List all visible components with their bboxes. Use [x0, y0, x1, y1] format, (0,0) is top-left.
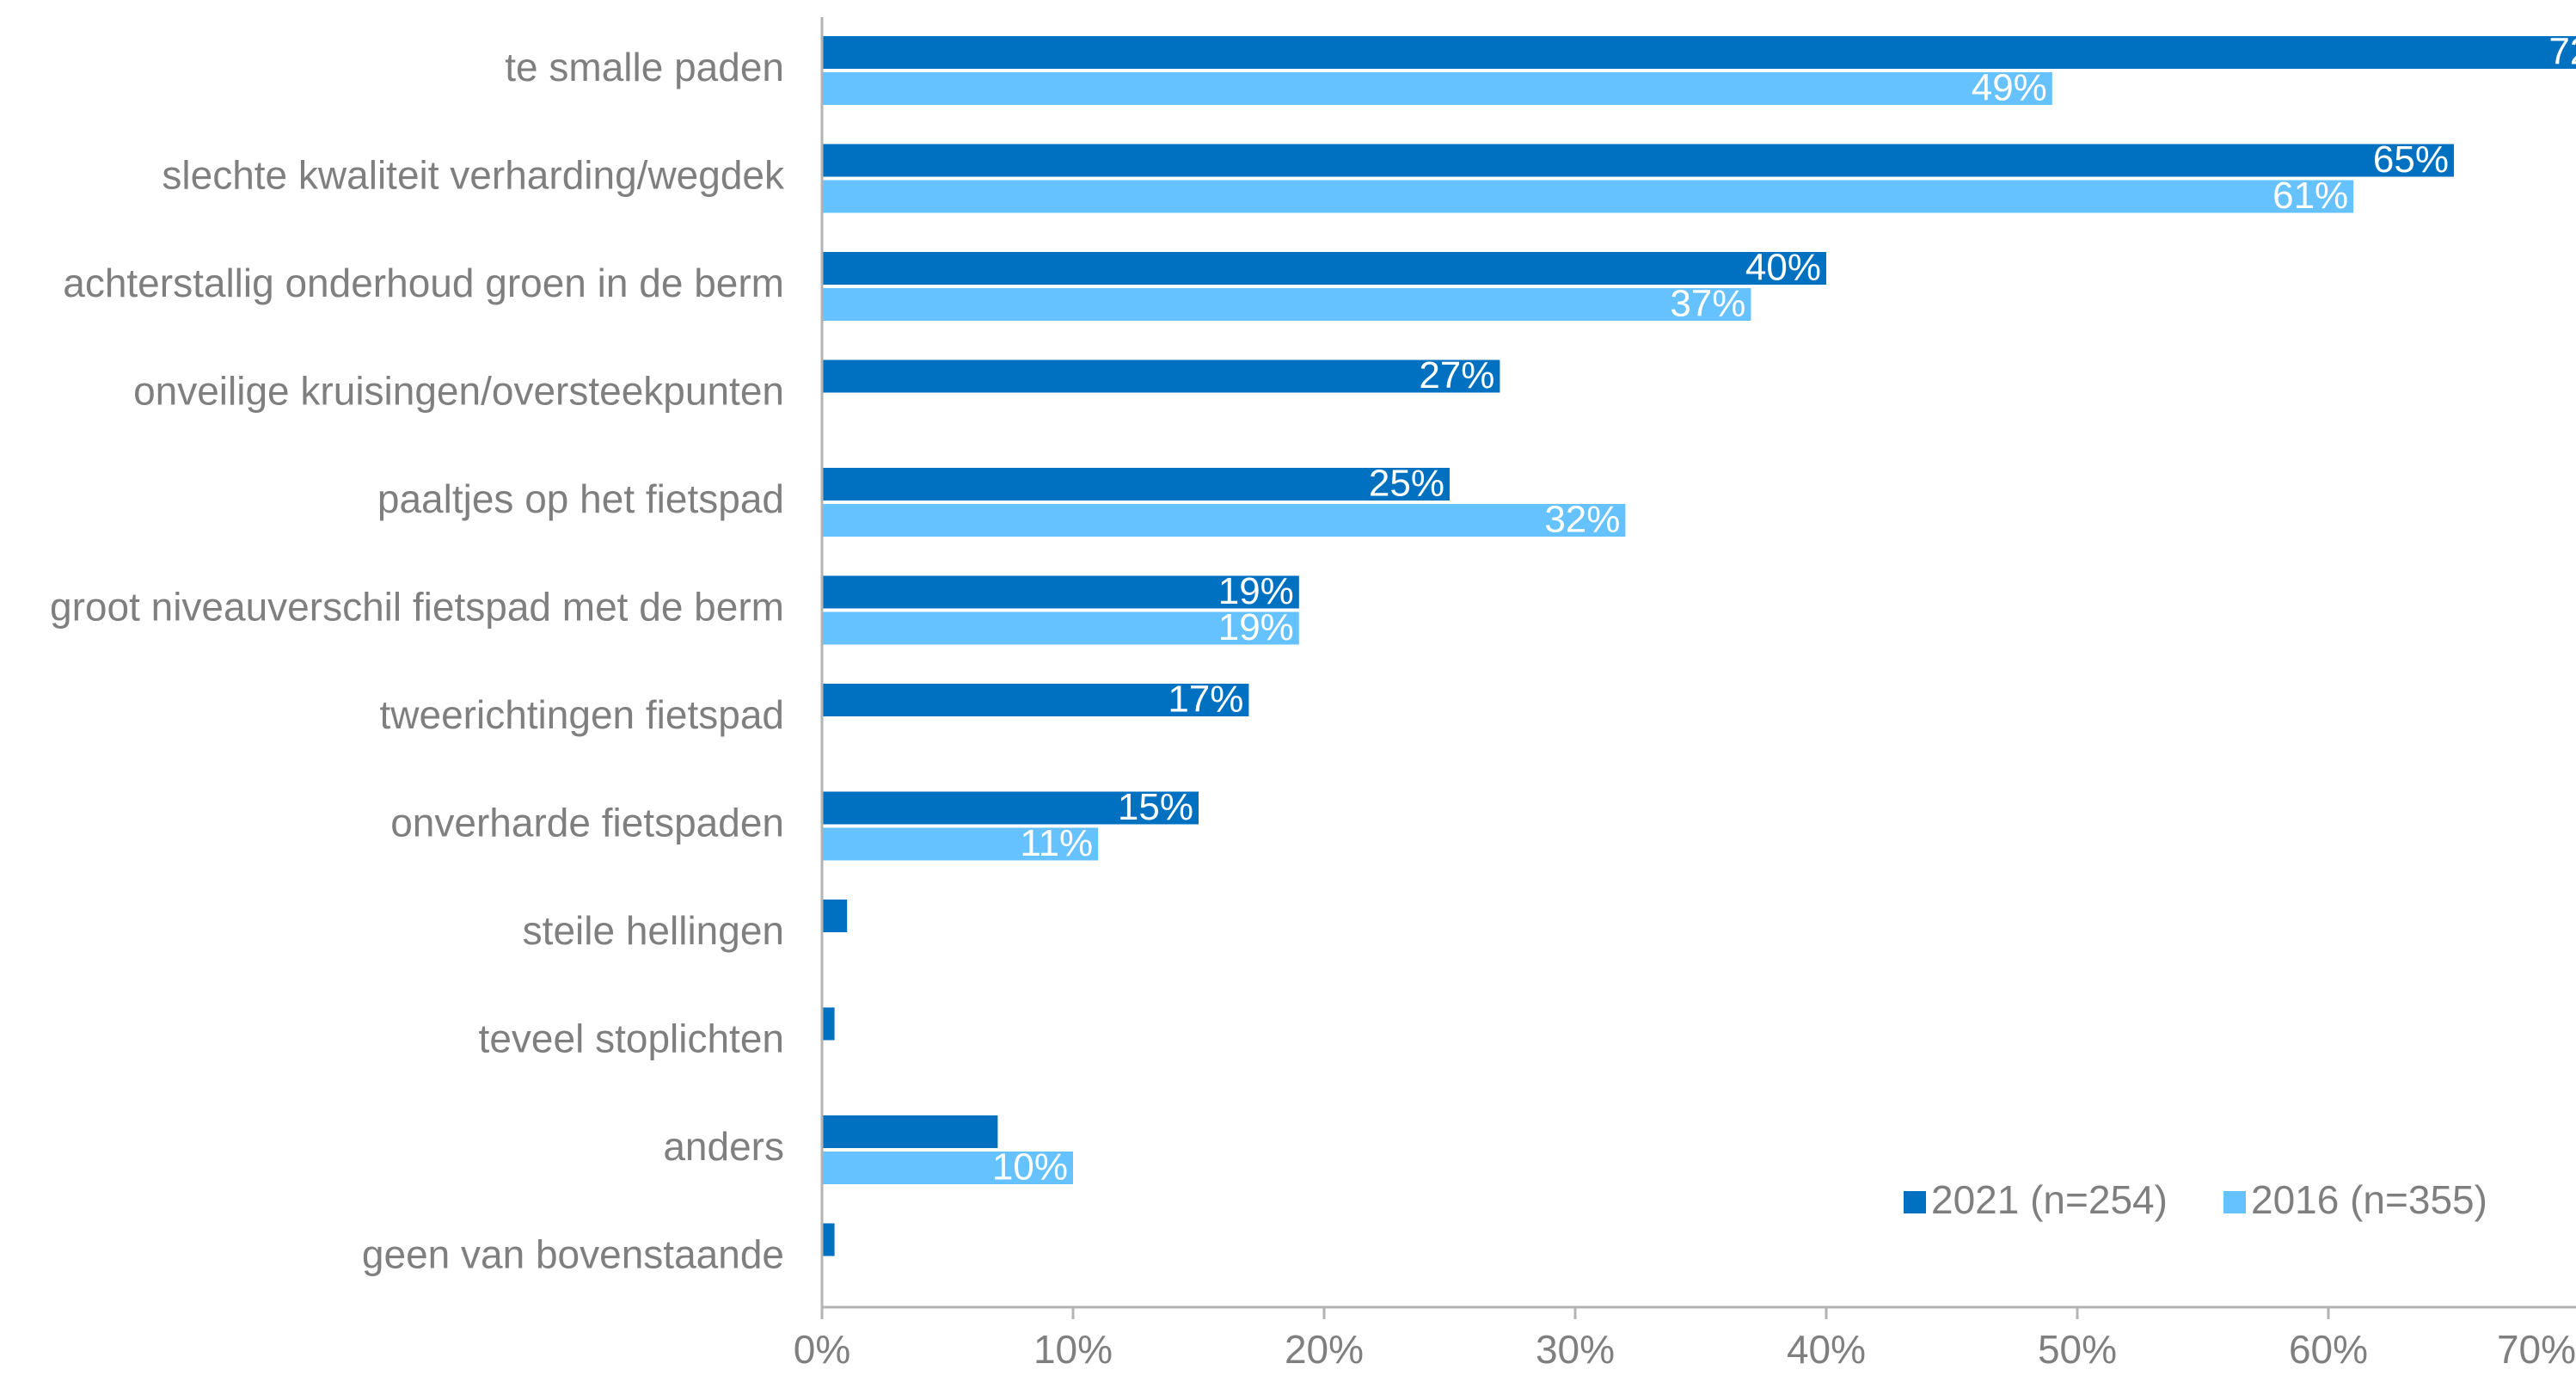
- data-label: 65%: [2373, 138, 2449, 181]
- x-tick-label: 20%: [1285, 1327, 1364, 1372]
- bar-2021: [822, 36, 2576, 69]
- data-label: 25%: [1369, 463, 1444, 505]
- bar-2021: [822, 791, 1199, 825]
- bar-2016: [822, 827, 1099, 861]
- x-tick-label: 40%: [1787, 1327, 1866, 1372]
- legend-label: 2021 (n=254): [1931, 1177, 2168, 1222]
- data-label: 27%: [1419, 354, 1494, 396]
- category-labels: te smalle paden slechte kwaliteit verhard…: [50, 45, 785, 1277]
- category-label: onveilige kruisingen/oversteekpunten: [133, 369, 784, 414]
- legend-label: 2016 (n=355): [2251, 1177, 2487, 1222]
- category-label: paaltjes op het fietspad: [377, 476, 784, 521]
- bar-2016: [822, 504, 1626, 537]
- bar-2021: [822, 468, 1450, 501]
- x-tick-label: 0%: [794, 1327, 850, 1372]
- bars-layer: 72% 49% 65% 61% 40%37% 27% 25% 32% 19%19% 17% 15% 1…: [822, 31, 2576, 1256]
- legend: 2021 (n=254) 2016 (n=355): [1904, 1177, 2487, 1222]
- bar-2021: [822, 1115, 998, 1148]
- x-tick-label: 70%: [2497, 1327, 2576, 1372]
- category-label: tweerichtingen fietspad: [379, 692, 784, 737]
- category-label: teveel stoplichten: [479, 1017, 784, 1061]
- bar-2021: [822, 900, 848, 932]
- data-label: 11%: [1020, 822, 1093, 864]
- x-tick-label: 50%: [2038, 1327, 2117, 1372]
- data-label: 40%: [1745, 247, 1821, 289]
- category-label: groot niveauverschil fietspad met de ber…: [50, 585, 784, 630]
- category-label: anders: [663, 1124, 784, 1169]
- x-tick-label: 60%: [2289, 1327, 2368, 1372]
- data-label: 15%: [1118, 786, 1193, 828]
- bar-2021: [822, 359, 1500, 393]
- data-label: 61%: [2272, 175, 2348, 217]
- category-label: geen van bovenstaande: [362, 1232, 784, 1277]
- data-label: 32%: [1544, 499, 1620, 541]
- bar-2016: [822, 72, 2052, 105]
- bar-2021: [822, 684, 1249, 716]
- category-label: onverharde fietspaden: [390, 801, 784, 845]
- bar-2021: [822, 252, 1826, 285]
- bar-2021: [822, 144, 2454, 177]
- bar-2016: [822, 288, 1751, 321]
- category-label: achterstallig onderhoud groen in de berm: [63, 261, 784, 305]
- bar-2016: [822, 180, 2354, 213]
- data-label: 37%: [1670, 283, 1745, 325]
- data-label: 17%: [1168, 679, 1243, 721]
- data-label: 72%: [2548, 31, 2576, 73]
- category-label: te smalle paden: [505, 45, 784, 89]
- data-label: 49%: [1972, 67, 2047, 109]
- legend-swatch: [2223, 1191, 2246, 1213]
- data-label: 19%: [1218, 570, 1294, 612]
- bar-2021: [822, 1223, 835, 1256]
- legend-swatch: [1904, 1191, 1926, 1213]
- x-tick-label: 10%: [1033, 1327, 1113, 1372]
- bar-2021: [822, 575, 1299, 609]
- category-label: slechte kwaliteit verharding/wegdek: [162, 153, 785, 198]
- bar-2021: [822, 1007, 835, 1041]
- x-tick-label: 30%: [1536, 1327, 1615, 1372]
- data-label: 10%: [992, 1146, 1068, 1189]
- data-label: 19%: [1218, 606, 1294, 648]
- bar-2016: [822, 1152, 1073, 1184]
- x-axis: 0% 10% 20% 30% 40% 50% 60% 70%: [794, 17, 2576, 1372]
- category-label: steile hellingen: [523, 908, 784, 953]
- bar-2016: [822, 611, 1299, 645]
